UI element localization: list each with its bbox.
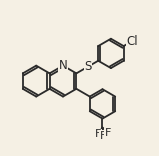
Text: N: N [59, 59, 67, 72]
Text: Cl: Cl [126, 35, 138, 48]
Text: F: F [105, 128, 111, 138]
Text: F: F [95, 129, 101, 139]
Text: S: S [84, 60, 92, 73]
Text: F: F [100, 131, 106, 141]
